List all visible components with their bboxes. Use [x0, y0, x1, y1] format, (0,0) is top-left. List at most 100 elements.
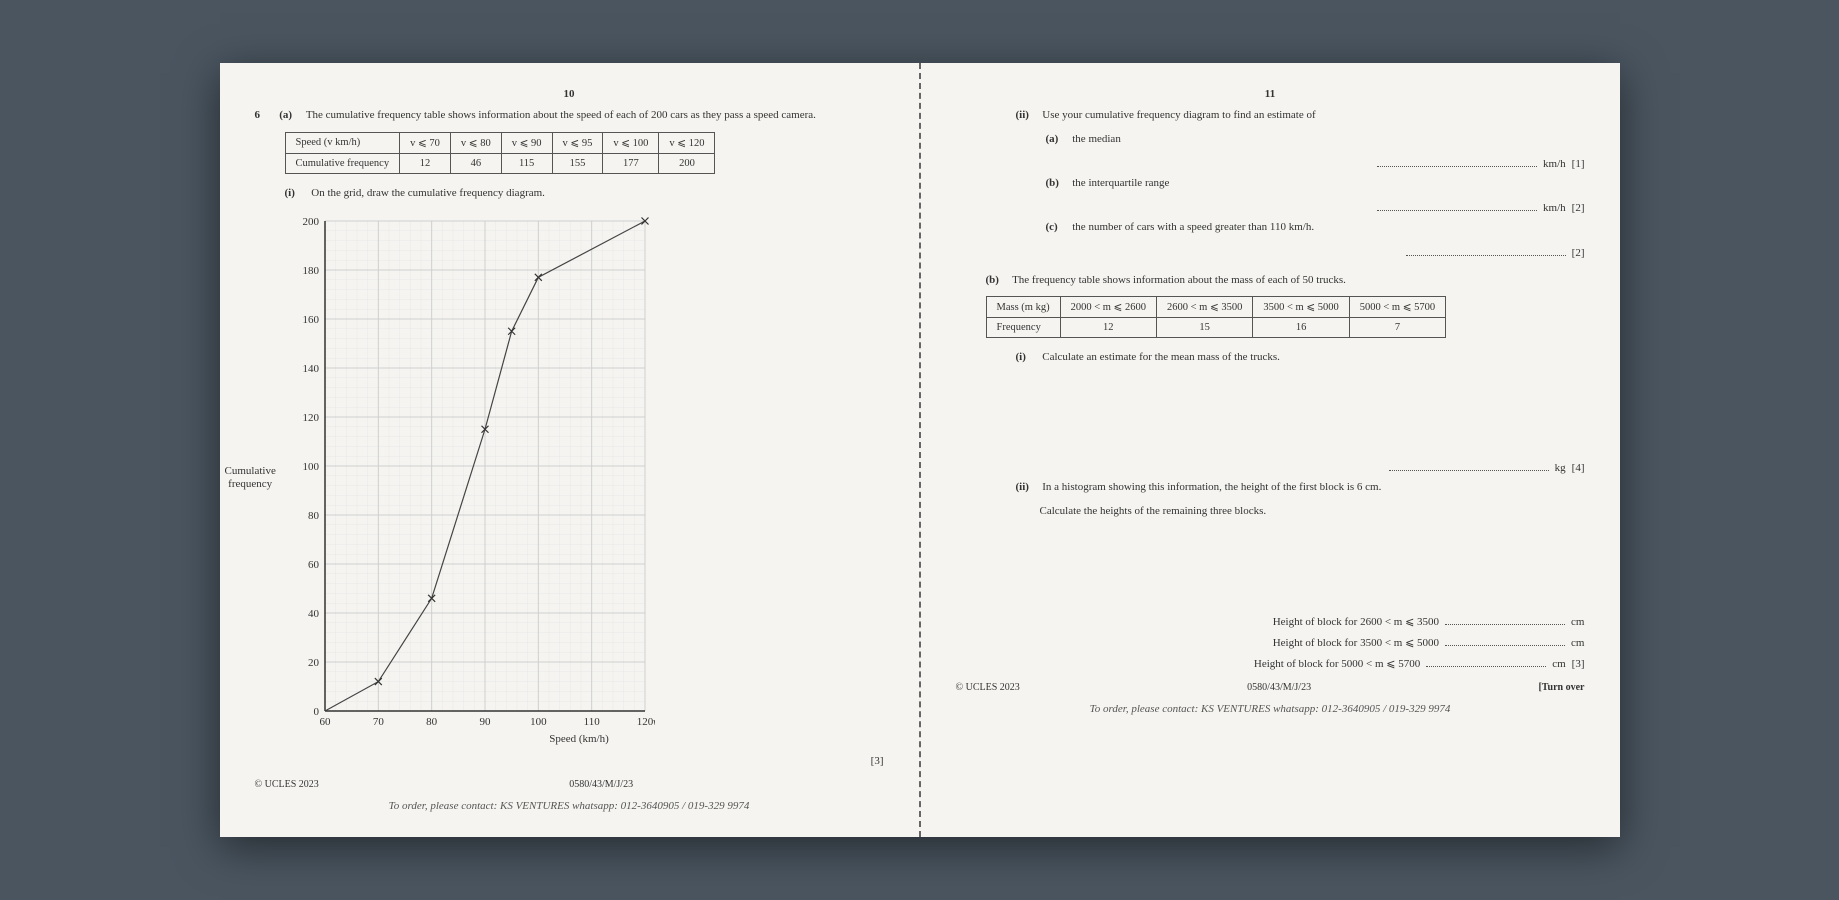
- unit-text: km/h: [1543, 202, 1566, 214]
- row-header: Speed (v km/h): [285, 132, 400, 153]
- q6a-intro: The cumulative frequency table shows inf…: [306, 109, 816, 121]
- aii-a-label: (a): [1046, 132, 1070, 147]
- workspace: [956, 373, 1585, 453]
- answer-median: km/h [1]: [956, 155, 1585, 170]
- marks-text: [1]: [1572, 158, 1585, 170]
- truck-freq-table: Mass (m kg) 2000 < m ⩽ 2600 2600 < m ⩽ 3…: [986, 296, 1447, 338]
- q6bii-line2: Calculate the heights of the remaining t…: [956, 504, 1585, 519]
- aii-c-text: the number of cars with a speed greater …: [1072, 221, 1314, 233]
- cell: v ⩽ 80: [450, 132, 501, 153]
- svg-text:180: 180: [302, 265, 319, 277]
- svg-text:100: 100: [302, 461, 319, 473]
- copyright: © UCLES 2023: [956, 682, 1020, 693]
- svg-text:40: 40: [308, 608, 320, 620]
- row-header: Mass (m kg): [986, 297, 1060, 318]
- svg-text:60: 60: [319, 716, 331, 728]
- svg-text:140: 140: [302, 363, 319, 375]
- blank-line: [1377, 155, 1537, 167]
- svg-text:200: 200: [302, 216, 319, 228]
- cell: v ⩽ 120: [659, 132, 715, 153]
- blank-line: [1377, 199, 1537, 211]
- marks-text: [3]: [1572, 658, 1585, 670]
- row-header: Cumulative frequency: [285, 153, 400, 173]
- q6aii-c: (c) the number of cars with a speed grea…: [956, 220, 1585, 235]
- cell: 15: [1156, 318, 1252, 338]
- part-a-label: (a): [279, 108, 303, 123]
- q-num: 6: [255, 108, 277, 123]
- unit-text: cm: [1571, 637, 1584, 649]
- svg-text:80: 80: [426, 716, 438, 728]
- cell: v ⩽ 90: [501, 132, 552, 153]
- paper-code: 0580/43/M/J/23: [569, 779, 633, 790]
- cf-chart: 6070809010011012002040608010012014016018…: [275, 211, 655, 731]
- footer-right: © UCLES 2023 0580/43/M/J/23 [Turn over: [956, 682, 1585, 693]
- q6aii-a: (a) the median: [956, 132, 1585, 147]
- blank-line: [1445, 634, 1565, 646]
- y-title-1: Cumulative: [225, 465, 276, 477]
- q6bii: (ii) In a histogram showing this informa…: [956, 480, 1585, 495]
- cell: 200: [659, 153, 715, 173]
- unit-text: cm: [1552, 658, 1565, 670]
- answer-h1: Height of block for 2600 < m ⩽ 3500 cm: [956, 613, 1585, 628]
- x-axis-title: Speed (km/h): [275, 733, 884, 745]
- q6b: (b) The frequency table shows informatio…: [956, 273, 1585, 288]
- cell: 155: [552, 153, 603, 173]
- answer-mean: kg [4]: [956, 459, 1585, 474]
- sub-ii-text: Use your cumulative frequency diagram to…: [1042, 109, 1315, 121]
- part-b-label: (b): [986, 273, 1010, 288]
- svg-text:120: 120: [302, 412, 319, 424]
- cf-chart-wrap: Cumulative frequency 6070809010011012002…: [275, 211, 884, 745]
- cell: 3500 < m ⩽ 5000: [1253, 297, 1349, 318]
- cell: v ⩽ 95: [552, 132, 603, 153]
- marks-text: [3]: [871, 755, 884, 767]
- table-row: Speed (v km/h) v ⩽ 70 v ⩽ 80 v ⩽ 90 v ⩽ …: [285, 132, 715, 153]
- bi-label: (i): [1016, 350, 1040, 365]
- answer-h3: Height of block for 5000 < m ⩽ 5700 cm […: [956, 655, 1585, 670]
- table-row: Cumulative frequency 12 46 115 155 177 2…: [285, 153, 715, 173]
- y-axis-title: Cumulative frequency: [225, 465, 276, 491]
- h2-label: Height of block for 3500 < m ⩽ 5000: [1273, 636, 1439, 649]
- svg-text:160: 160: [302, 314, 319, 326]
- svg-text:120: 120: [636, 716, 653, 728]
- book-spread: 10 6 (a) The cumulative frequency table …: [220, 63, 1620, 837]
- q6aii: (ii) Use your cumulative frequency diagr…: [956, 108, 1585, 123]
- cell: 177: [603, 153, 659, 173]
- copyright: © UCLES 2023: [255, 779, 319, 790]
- aii-c-label: (c): [1046, 220, 1070, 235]
- aii-b-label: (b): [1046, 176, 1070, 191]
- marks-text: [2]: [1572, 202, 1585, 214]
- answer-iqr: km/h [2]: [956, 199, 1585, 214]
- bii-text1: In a histogram showing this information,…: [1042, 481, 1381, 493]
- table-row: Mass (m kg) 2000 < m ⩽ 2600 2600 < m ⩽ 3…: [986, 297, 1446, 318]
- blank-line: [1406, 244, 1566, 256]
- svg-text:70: 70: [372, 716, 384, 728]
- svg-text:60: 60: [308, 559, 320, 571]
- answer-h2: Height of block for 3500 < m ⩽ 5000 cm: [956, 634, 1585, 649]
- marks-6ai: [3]: [255, 755, 884, 767]
- svg-text:v: v: [653, 716, 655, 728]
- marks-text: [4]: [1572, 462, 1585, 474]
- cell: 2600 < m ⩽ 3500: [1156, 297, 1252, 318]
- page-right: 11 (ii) Use your cumulative frequency di…: [921, 63, 1620, 837]
- svg-text:90: 90: [479, 716, 491, 728]
- blank-line: [1389, 459, 1549, 471]
- cell: 46: [450, 153, 501, 173]
- turn-over: [Turn over: [1538, 682, 1584, 693]
- workspace: [956, 527, 1585, 607]
- answer-gt110: [2]: [956, 244, 1585, 259]
- unit-text: cm: [1571, 616, 1584, 628]
- cell: v ⩽ 70: [400, 132, 451, 153]
- footer-left: © UCLES 2023 0580/43/M/J/23: [255, 779, 884, 790]
- q6aii-b: (b) the interquartile range: [956, 176, 1585, 191]
- contact-left: To order, please contact: KS VENTURES wh…: [255, 800, 884, 812]
- h1-label: Height of block for 2600 < m ⩽ 3500: [1273, 615, 1439, 628]
- svg-text:100: 100: [530, 716, 547, 728]
- bii-text2: Calculate the heights of the remaining t…: [1040, 505, 1267, 517]
- svg-text:80: 80: [308, 510, 320, 522]
- row-header: Frequency: [986, 318, 1060, 338]
- unit-text: km/h: [1543, 158, 1566, 170]
- sub-i-text: On the grid, draw the cumulative frequen…: [311, 187, 545, 199]
- bi-text: Calculate an estimate for the mean mass …: [1042, 351, 1280, 363]
- blank-line: [1445, 613, 1565, 625]
- sub-ii-label: (ii): [1016, 108, 1040, 123]
